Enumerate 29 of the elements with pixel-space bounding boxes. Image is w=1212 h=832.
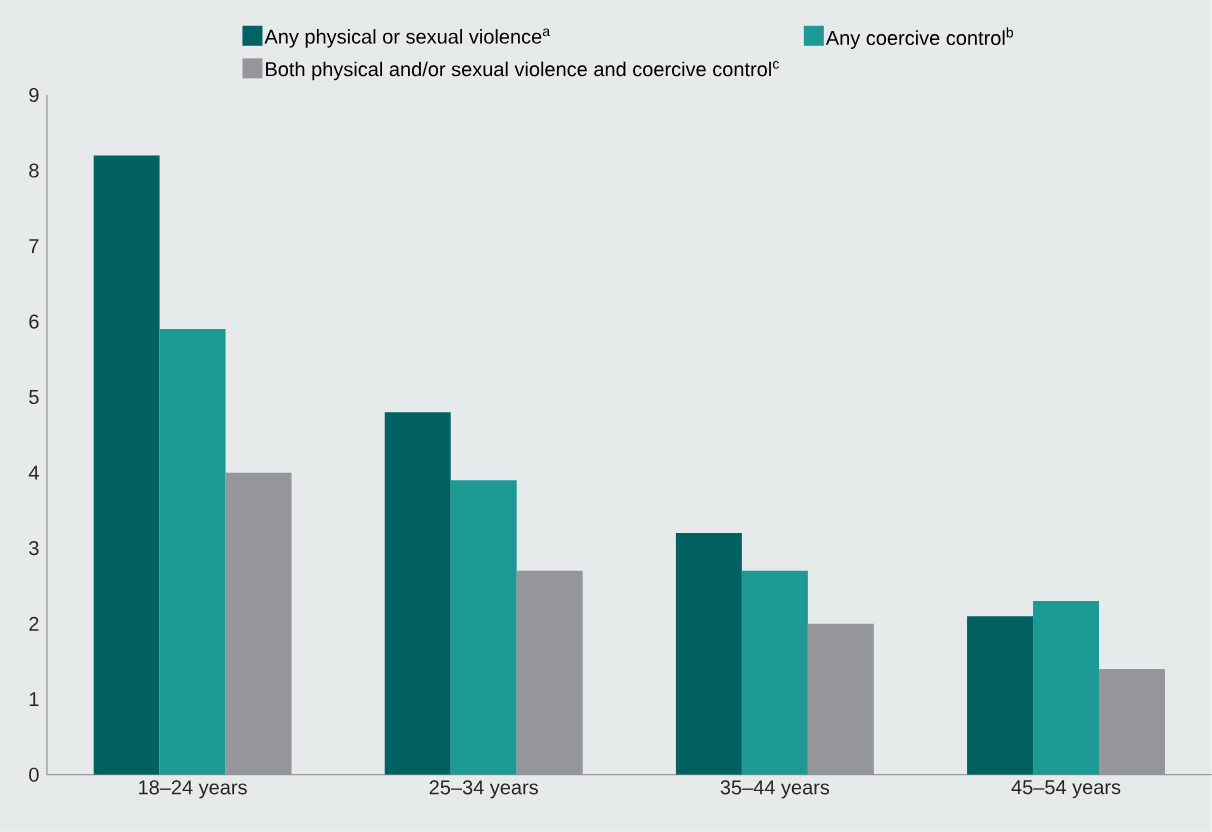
bar bbox=[93, 155, 160, 775]
bar bbox=[1099, 669, 1165, 775]
y-tick-label: 4 bbox=[28, 465, 39, 480]
x-tick-label: 45–54 years bbox=[1011, 780, 1121, 799]
bar bbox=[741, 570, 808, 775]
legend-label: Any physical or sexual violence$^{a}$ bbox=[264, 28, 551, 48]
y-tick-label: 0 bbox=[29, 767, 39, 782]
bar bbox=[967, 616, 1034, 775]
bar bbox=[225, 472, 292, 775]
bar bbox=[516, 570, 583, 775]
bar bbox=[1033, 601, 1100, 775]
legend-label: Both physical and/or sexual violence and coercive control$^{c}$ bbox=[266, 61, 779, 81]
x-tick-label: 18–24 years bbox=[139, 780, 247, 799]
bar bbox=[450, 480, 517, 775]
x-tick-label: 25–34 years bbox=[429, 780, 538, 799]
bar bbox=[675, 533, 742, 775]
legend-label: Any coercive control$^{b}$ bbox=[825, 27, 1014, 50]
bar bbox=[384, 412, 451, 775]
y-tick-label: 3 bbox=[29, 541, 39, 556]
y-tick-label: 1 bbox=[29, 692, 39, 707]
y-tick-label: 8 bbox=[29, 163, 39, 178]
y-tick-label: 2 bbox=[29, 616, 39, 631]
y-tick-label: 6 bbox=[29, 314, 39, 329]
y-tick-label: 7 bbox=[29, 239, 39, 254]
bar bbox=[159, 329, 226, 775]
y-tick-label: 5 bbox=[29, 390, 39, 405]
bar bbox=[807, 623, 874, 775]
x-tick-label: 35–44 years bbox=[720, 780, 830, 799]
y-tick-label: 9 bbox=[29, 88, 39, 103]
